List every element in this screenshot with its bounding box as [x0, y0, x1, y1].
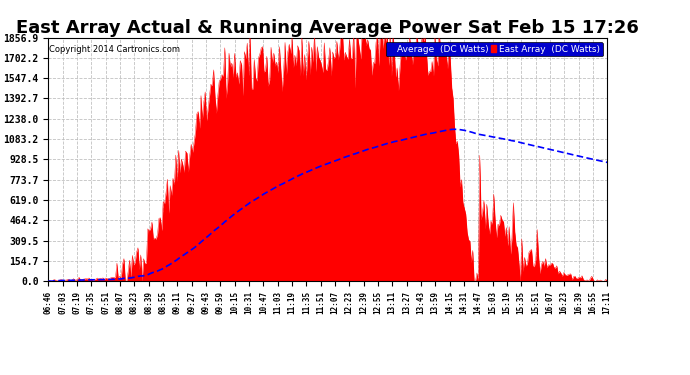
Legend: Average  (DC Watts), East Array  (DC Watts): Average (DC Watts), East Array (DC Watts…: [386, 42, 602, 56]
Title: East Array Actual & Running Average Power Sat Feb 15 17:26: East Array Actual & Running Average Powe…: [17, 20, 639, 38]
Text: Copyright 2014 Cartronics.com: Copyright 2014 Cartronics.com: [49, 45, 180, 54]
